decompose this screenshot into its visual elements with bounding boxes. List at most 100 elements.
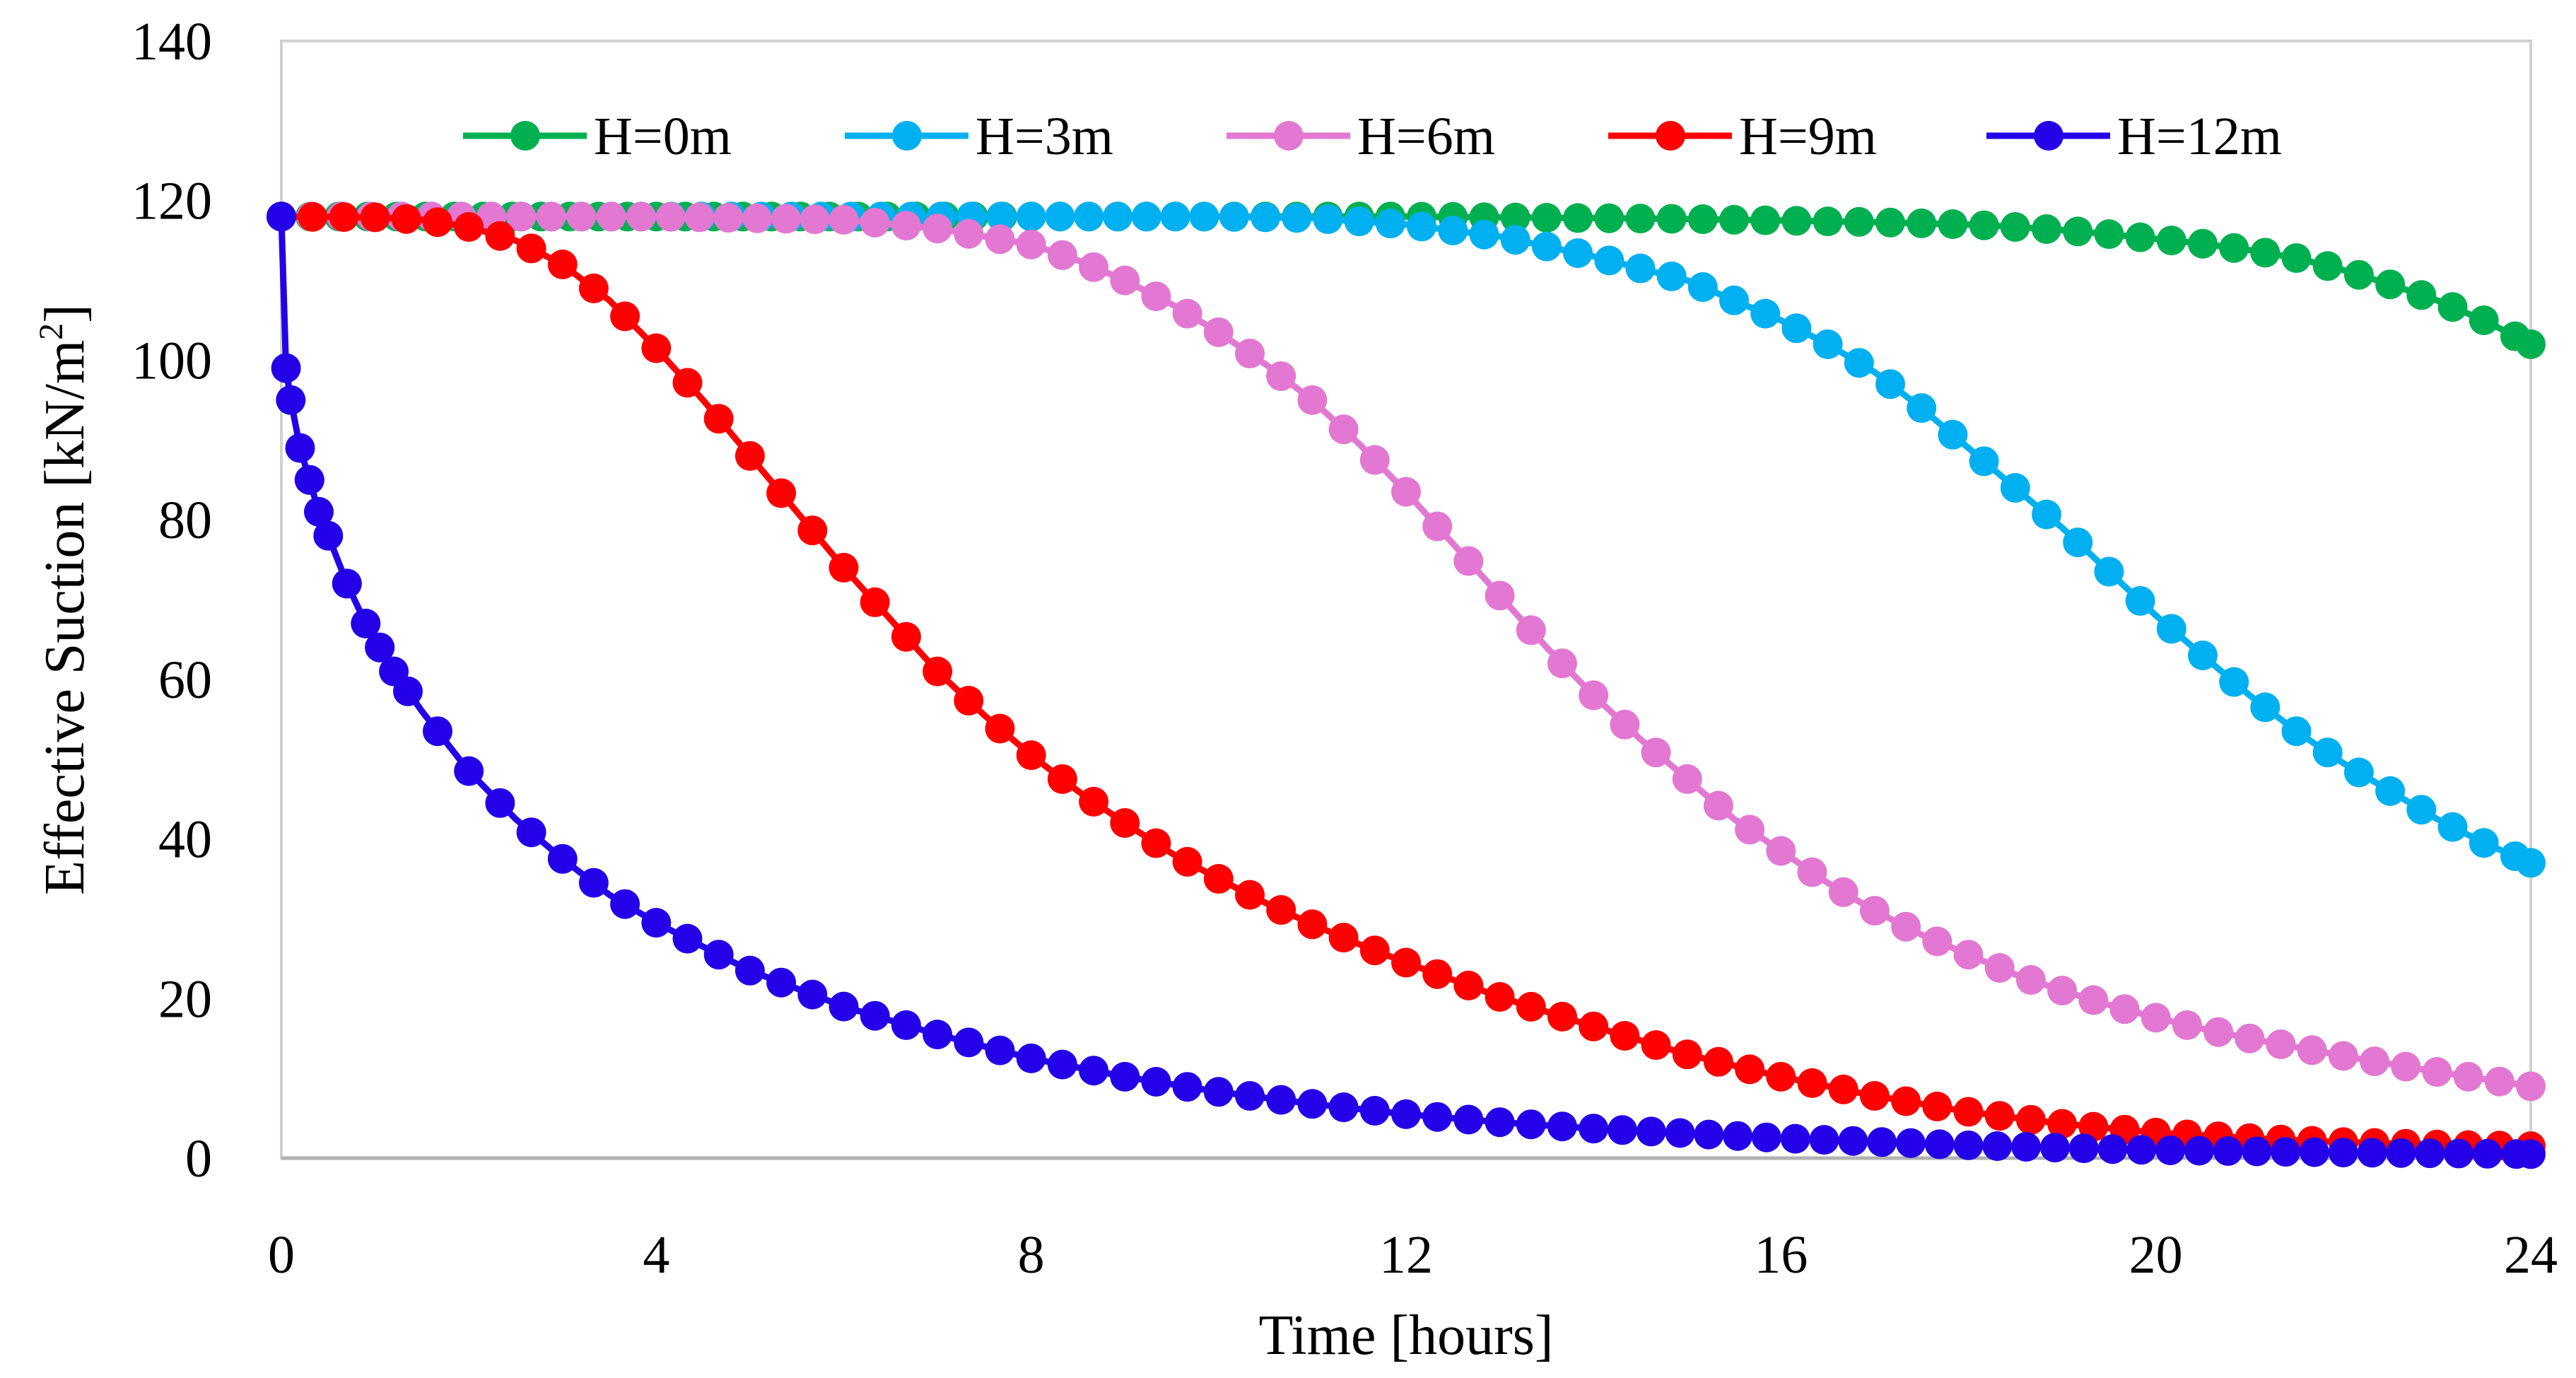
data-point: [1110, 265, 1140, 296]
y-axis-title-superscript: 2: [33, 323, 70, 340]
data-point: [332, 568, 362, 599]
data-point: [1469, 219, 1499, 250]
data-point: [1141, 281, 1171, 312]
x-tick-label: 16: [1754, 1225, 1808, 1285]
data-point: [1359, 1096, 1390, 1126]
data-point: [516, 817, 546, 848]
data-point: [1579, 1011, 1609, 1041]
data-point: [313, 520, 344, 551]
data-point: [1047, 240, 1077, 270]
data-point: [2328, 1138, 2358, 1168]
data-point: [1485, 1107, 1515, 1138]
data-point: [267, 202, 296, 232]
data-point: [271, 353, 301, 383]
data-point: [2271, 1137, 2301, 1167]
data-point: [2188, 641, 2218, 670]
data-point: [1235, 1081, 1265, 1111]
data-point: [1828, 1074, 1858, 1104]
data-point: [1608, 1115, 1637, 1145]
legend-label: H=6m: [1357, 107, 1495, 166]
data-point: [1594, 245, 1624, 276]
series-h-12m: [267, 202, 2546, 1169]
data-point: [2472, 1138, 2502, 1169]
data-point: [1485, 982, 1515, 1012]
data-point: [1938, 209, 1968, 239]
data-point: [986, 202, 1017, 232]
data-point: [1922, 926, 1953, 957]
data-point: [276, 385, 306, 415]
data-point: [379, 656, 409, 687]
data-point: [610, 889, 640, 919]
legend-marker: [892, 121, 922, 151]
data-point: [2063, 216, 2093, 247]
data-point: [1422, 1102, 1453, 1132]
data-point: [2360, 1046, 2389, 1077]
legend-item: H=12m: [1986, 107, 2282, 166]
data-point: [1547, 1111, 1577, 1142]
y-tick-label: 40: [158, 810, 212, 870]
data-point: [1531, 231, 1562, 262]
data-point: [2094, 219, 2124, 250]
data-point: [1407, 211, 1437, 242]
x-tick-label: 0: [268, 1225, 295, 1285]
data-point: [2242, 1136, 2272, 1167]
data-point: [1422, 959, 1453, 989]
legend-label: H=3m: [976, 107, 1113, 166]
data-point: [1203, 1077, 1234, 1107]
data-point: [1719, 285, 1749, 315]
data-point: [2281, 243, 2312, 273]
data-point: [2415, 1138, 2445, 1169]
data-point: [1235, 339, 1265, 368]
data-point: [1251, 202, 1281, 233]
series-h-9m: [267, 202, 2546, 1162]
data-point: [2032, 499, 2061, 530]
data-point: [1641, 737, 1671, 768]
data-point: [2250, 238, 2281, 268]
data-point: [1141, 828, 1171, 858]
data-point: [1969, 210, 1999, 240]
data-point: [2375, 776, 2406, 806]
data-point: [1110, 1061, 1140, 1092]
data-point: [2437, 292, 2468, 322]
data-point: [2188, 228, 2218, 259]
data-point: [1313, 204, 1343, 234]
data-point: [923, 214, 953, 244]
data-point: [1079, 1056, 1109, 1086]
data-point: [2391, 1051, 2421, 1082]
data-point: [1844, 206, 1874, 237]
data-point: [506, 202, 537, 232]
data-point: [1780, 1123, 1810, 1154]
data-point: [1641, 1030, 1671, 1061]
data-point: [734, 955, 765, 986]
data-point: [2312, 251, 2343, 281]
data-point: [1500, 202, 1530, 233]
legend-label: H=9m: [1739, 107, 1877, 166]
data-point: [2156, 226, 2186, 256]
data-point: [1953, 940, 1984, 970]
data-point: [1838, 1126, 1868, 1156]
y-tick-label: 120: [131, 172, 212, 231]
data-point: [454, 756, 484, 786]
data-point: [2281, 716, 2312, 747]
data-point: [829, 552, 859, 583]
data-point: [2032, 214, 2061, 244]
x-tick-label: 8: [1018, 1225, 1045, 1285]
data-point: [1266, 895, 1296, 925]
data-point: [1219, 202, 1249, 232]
data-point: [2312, 737, 2343, 768]
data-point: [1079, 252, 1109, 282]
data-point: [2516, 1071, 2546, 1102]
legend-marker: [1656, 121, 1685, 151]
data-point: [1453, 546, 1484, 576]
data-point: [1922, 1092, 1953, 1121]
data-point: [2250, 692, 2281, 723]
data-point: [2516, 848, 2546, 878]
data-point: [1953, 1130, 1984, 1160]
data-point: [1625, 253, 1656, 284]
data-point: [2125, 585, 2155, 616]
x-axis-title: Time [hours]: [1258, 1304, 1553, 1367]
data-point: [1625, 204, 1656, 234]
data-point: [626, 202, 657, 232]
data-point: [1797, 1068, 1827, 1098]
